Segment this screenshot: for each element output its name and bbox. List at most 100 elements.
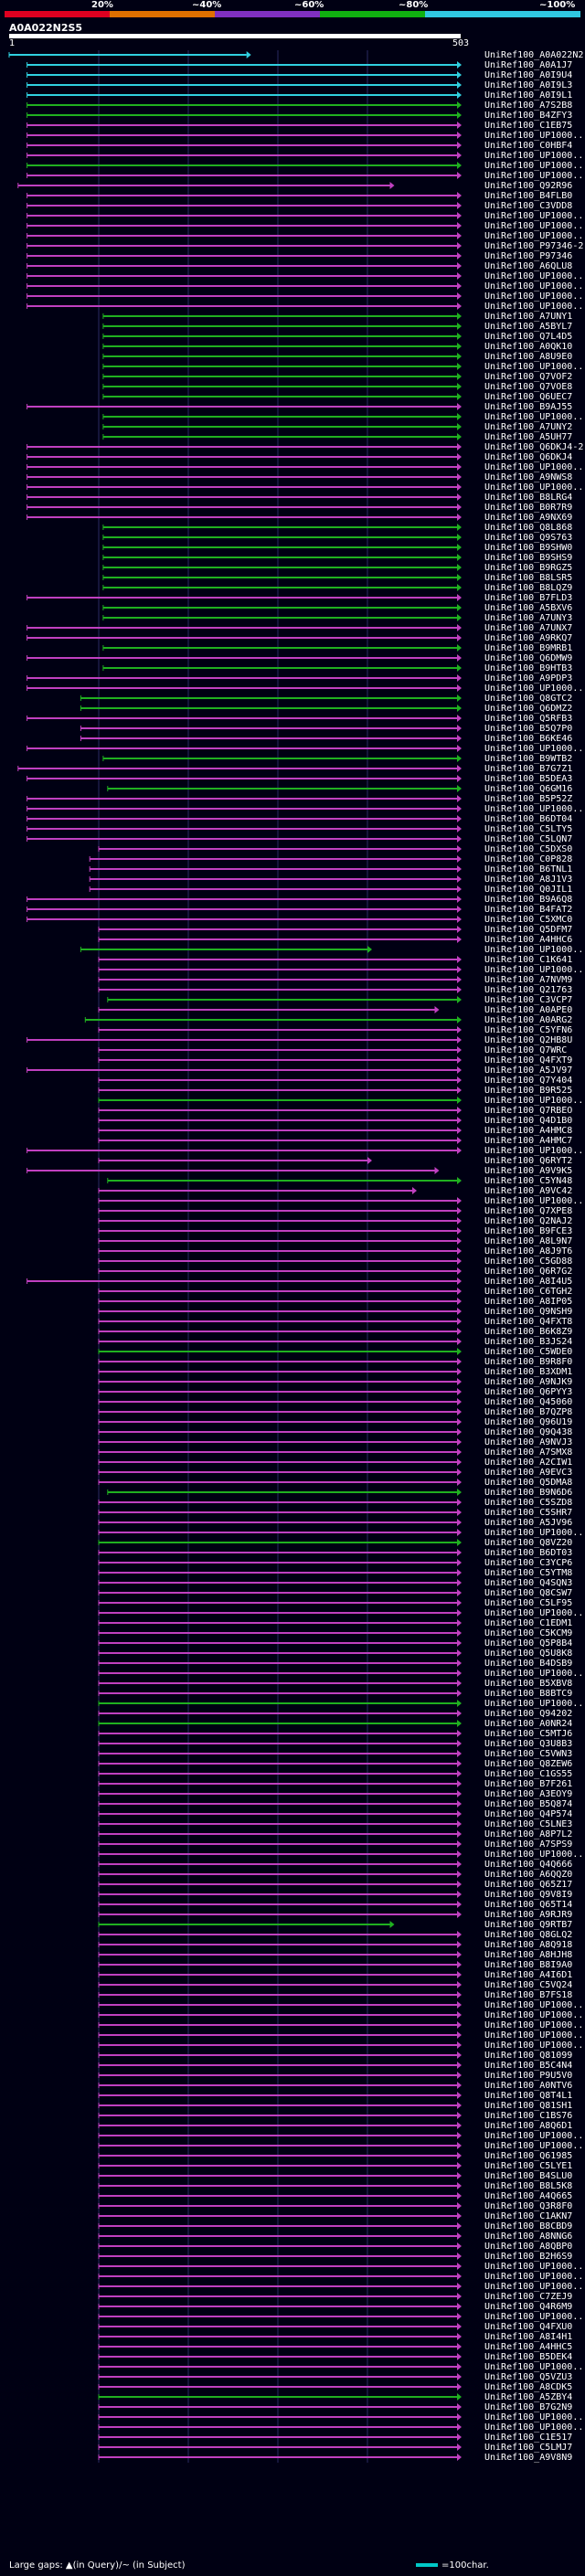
- hit-label[interactable]: UniRef100_A7UNY2: [484, 422, 573, 432]
- hit-label[interactable]: UniRef100_B5DEA3: [484, 774, 573, 784]
- hit-label[interactable]: UniRef100_B7F261: [484, 1779, 573, 1789]
- hit-label[interactable]: UniRef100_A9V9K5: [484, 1166, 573, 1176]
- hit-label[interactable]: UniRef100_A0NR24: [484, 1719, 573, 1729]
- hit-label[interactable]: UniRef100_Q6UEC7: [484, 392, 573, 402]
- hit-label[interactable]: UniRef100_C5WDE0: [484, 1347, 573, 1357]
- hit-label[interactable]: UniRef100_UP1000...: [484, 2020, 583, 2030]
- hit-label[interactable]: UniRef100_B9SHS9: [484, 553, 573, 563]
- hit-label[interactable]: UniRef100_C5LTY5: [484, 824, 573, 834]
- hit-label[interactable]: UniRef100_C5LQN7: [484, 834, 573, 844]
- hit-label[interactable]: UniRef100_A0A1J7: [484, 60, 573, 70]
- hit-label[interactable]: UniRef100_Q9V8I9: [484, 1890, 573, 1900]
- hit-label[interactable]: UniRef100_Q4FXT9: [484, 1055, 573, 1065]
- hit-label[interactable]: UniRef100_A8Q918: [484, 1940, 573, 1950]
- hit-label[interactable]: UniRef100_C1BS76: [484, 2111, 573, 2121]
- hit-label[interactable]: UniRef100_A8L9N7: [484, 1236, 573, 1246]
- hit-label[interactable]: UniRef100_B9FCE3: [484, 1226, 573, 1236]
- hit-label[interactable]: UniRef100_UP1000...: [484, 1608, 583, 1618]
- hit-label[interactable]: UniRef100_C5LNE3: [484, 1819, 573, 1829]
- hit-label[interactable]: UniRef100_C7ZEJ9: [484, 2292, 573, 2302]
- hit-label[interactable]: UniRef100_A8IP05: [484, 1297, 573, 1307]
- hit-label[interactable]: UniRef100_UP1000...: [484, 1096, 583, 1106]
- hit-label[interactable]: UniRef100_B3XDM1: [484, 1367, 573, 1377]
- hit-label[interactable]: UniRef100_UP1000...: [484, 1528, 583, 1538]
- hit-label[interactable]: UniRef100_C5LF95: [484, 1598, 573, 1608]
- hit-label[interactable]: UniRef100_UP1000...: [484, 462, 583, 472]
- hit-label[interactable]: UniRef100_B8L5K8: [484, 2181, 573, 2191]
- hit-label[interactable]: UniRef100_C5YTM8: [484, 1568, 573, 1578]
- hit-label[interactable]: UniRef100_B7QZP8: [484, 1407, 573, 1417]
- hit-label[interactable]: UniRef100_B4ZFY3: [484, 111, 573, 121]
- hit-label[interactable]: UniRef100_A4HHC6: [484, 935, 573, 945]
- hit-label[interactable]: UniRef100_C5KCM9: [484, 1628, 573, 1638]
- hit-label[interactable]: UniRef100_Q7L4D5: [484, 332, 573, 342]
- hit-label[interactable]: UniRef100_Q8GTC2: [484, 694, 573, 704]
- hit-label[interactable]: UniRef100_Q45060: [484, 1397, 573, 1407]
- hit-label[interactable]: UniRef100_P97346: [484, 251, 573, 261]
- hit-label[interactable]: UniRef100_C1AKN7: [484, 2211, 573, 2221]
- hit-label[interactable]: UniRef100_A0I9L3: [484, 80, 573, 90]
- hit-label[interactable]: UniRef100_B9SHW0: [484, 543, 573, 553]
- hit-label[interactable]: UniRef100_Q7VOF2: [484, 372, 573, 382]
- hit-label[interactable]: UniRef100_C5MTJ6: [484, 1729, 573, 1739]
- hit-label[interactable]: UniRef100_A0NTV6: [484, 2081, 573, 2091]
- hit-label[interactable]: UniRef100_Q8VZ20: [484, 1538, 573, 1548]
- hit-label[interactable]: UniRef100_C5SHR7: [484, 1508, 573, 1518]
- hit-label[interactable]: UniRef100_C1EDM1: [484, 1618, 573, 1628]
- hit-label[interactable]: UniRef100_B5XBV8: [484, 1679, 573, 1689]
- hit-label[interactable]: UniRef100_Q4R6M9: [484, 2302, 573, 2312]
- hit-label[interactable]: UniRef100_Q4Q666: [484, 1860, 573, 1870]
- hit-label[interactable]: UniRef100_B9RGZ5: [484, 563, 573, 573]
- hit-label[interactable]: UniRef100_C0P828: [484, 854, 573, 864]
- hit-label[interactable]: UniRef100_UP1000...: [484, 271, 583, 281]
- hit-label[interactable]: UniRef100_A4HMC7: [484, 1136, 573, 1146]
- hit-label[interactable]: UniRef100_A7SMX8: [484, 1447, 573, 1458]
- hit-label[interactable]: UniRef100_UP1000...: [484, 2412, 583, 2422]
- hit-label[interactable]: UniRef100_Q4FXT8: [484, 1317, 573, 1327]
- hit-label[interactable]: UniRef100_C1K641: [484, 955, 573, 965]
- hit-label[interactable]: UniRef100_UP1000...: [484, 2141, 583, 2151]
- hit-label[interactable]: UniRef100_A9PDP3: [484, 673, 573, 684]
- hit-label[interactable]: UniRef100_UP1000...: [484, 1196, 583, 1206]
- hit-label[interactable]: UniRef100_B7FLD3: [484, 593, 573, 603]
- hit-label[interactable]: UniRef100_UP1000...: [484, 2312, 583, 2322]
- hit-label[interactable]: UniRef100_C0HBF4: [484, 141, 573, 151]
- hit-label[interactable]: UniRef100_C3VCP7: [484, 995, 573, 1005]
- hit-label[interactable]: UniRef100_UP1000...: [484, 945, 583, 955]
- hit-label[interactable]: UniRef100_A7UNY1: [484, 312, 573, 322]
- hit-label[interactable]: UniRef100_C1E517: [484, 2433, 573, 2443]
- hit-label[interactable]: UniRef100_Q5P8B4: [484, 1638, 573, 1648]
- hit-label[interactable]: UniRef100_B7FS18: [484, 1990, 573, 2000]
- hit-label[interactable]: UniRef100_A0A022N2S5: [484, 50, 583, 60]
- hit-label[interactable]: UniRef100_B9A6Q8: [484, 895, 573, 905]
- hit-label[interactable]: UniRef100_A8CDK5: [484, 2382, 573, 2392]
- hit-label[interactable]: UniRef100_A4HMC8: [484, 1126, 573, 1136]
- hit-label[interactable]: UniRef100_Q4D1B0: [484, 1116, 573, 1126]
- hit-label[interactable]: UniRef100_B5Q874: [484, 1799, 573, 1809]
- hit-label[interactable]: UniRef100_B7G2N9: [484, 2402, 573, 2412]
- hit-label[interactable]: UniRef100_UP1000...: [484, 2030, 583, 2041]
- hit-label[interactable]: UniRef100_B6TNL1: [484, 864, 573, 875]
- hit-label[interactable]: UniRef100_Q4SQN3: [484, 1578, 573, 1588]
- hit-label[interactable]: UniRef100_A9NVJ3: [484, 1437, 573, 1447]
- hit-label[interactable]: UniRef100_Q7WRC: [484, 1045, 568, 1055]
- hit-label[interactable]: UniRef100_Q2HB8U: [484, 1035, 573, 1045]
- hit-label[interactable]: UniRef100_B4DSB9: [484, 1659, 573, 1669]
- hit-label[interactable]: UniRef100_Q9NSH9: [484, 1307, 573, 1317]
- hit-label[interactable]: UniRef100_A9RJR9: [484, 1910, 573, 1920]
- hit-label[interactable]: UniRef100_A5BYL7: [484, 322, 573, 332]
- hit-label[interactable]: UniRef100_C5DXS0: [484, 844, 573, 854]
- hit-label[interactable]: UniRef100_A7S2B8: [484, 101, 573, 111]
- hit-label[interactable]: UniRef100_A8HJH8: [484, 1950, 573, 1960]
- hit-label[interactable]: UniRef100_A7UNY3: [484, 613, 573, 623]
- hit-label[interactable]: UniRef100_Q65Z17: [484, 1880, 573, 1890]
- hit-label[interactable]: UniRef100_C5VWN3: [484, 1749, 573, 1759]
- hit-label[interactable]: UniRef100_C3VDD8: [484, 201, 573, 211]
- hit-label[interactable]: UniRef100_P9U5V0: [484, 2071, 573, 2081]
- hit-label[interactable]: UniRef100_UP1000...: [484, 2272, 583, 2282]
- hit-label[interactable]: UniRef100_UP1000...: [484, 412, 583, 422]
- hit-label[interactable]: UniRef100_UP1000...: [484, 281, 583, 292]
- hit-label[interactable]: UniRef100_UP1000...: [484, 131, 583, 141]
- hit-label[interactable]: UniRef100_Q7VOE8: [484, 382, 573, 392]
- hit-label[interactable]: UniRef100_B4SLU0: [484, 2171, 573, 2181]
